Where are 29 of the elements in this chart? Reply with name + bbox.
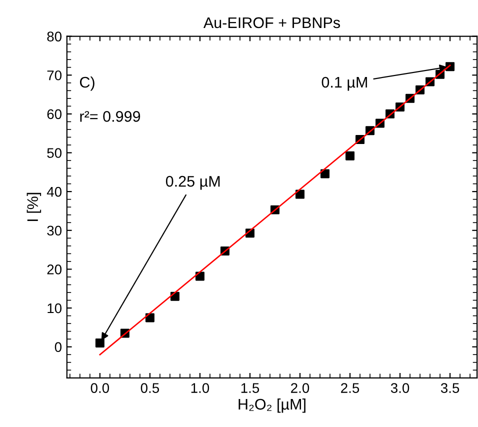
y-tick-label: 0 [54, 342, 62, 352]
y-tick-label: 50 [47, 148, 62, 158]
y-tick-label: 20 [47, 264, 62, 274]
y-tick-label: 80 [47, 32, 62, 42]
y-tick-label: 40 [46, 186, 62, 197]
y-tick-label: 30 [47, 226, 62, 236]
point [145, 313, 154, 322]
x-tick-label: 0.0 [90, 383, 110, 393]
x-tick-label: 1.0 [191, 383, 210, 393]
annotation: 0.1 µM [322, 76, 367, 91]
chart-title: Au-EIROF + PBNPs [203, 17, 340, 28]
x-tick-label: 0.5 [140, 383, 160, 393]
y-tick-label: 60 [47, 109, 62, 120]
x-axis-title: H₂O₂ [µM] [238, 398, 306, 413]
x-tick-label: 3.0 [390, 383, 410, 393]
point [320, 169, 330, 178]
x-tick-label: 2.5 [341, 383, 360, 393]
point [346, 151, 355, 160]
x-tick-label: 3.5 [440, 383, 460, 393]
y-axis-title: I [%] [26, 192, 42, 221]
y-tick-label: 70 [47, 70, 62, 80]
annotation: 0.25 µM [166, 176, 220, 190]
annotation: C) [80, 76, 94, 91]
point [95, 338, 104, 348]
y-tick-label: 10 [48, 303, 62, 314]
annotation: r²= 0.999 [80, 111, 140, 122]
x-tick-label: 1.5 [241, 383, 260, 393]
x-tick-label: 2.0 [291, 383, 310, 393]
point [295, 190, 304, 199]
